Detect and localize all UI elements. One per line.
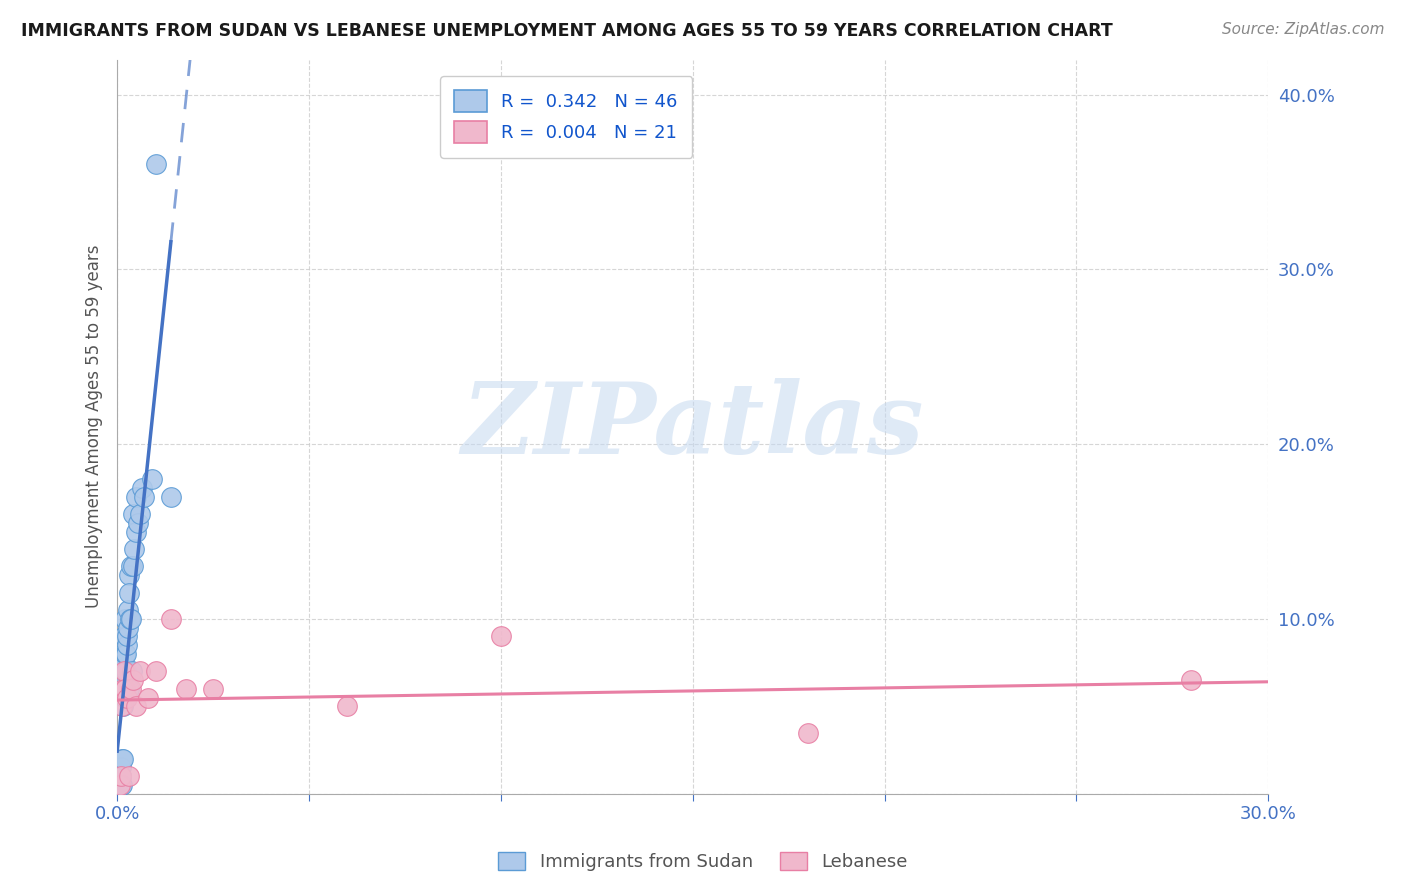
Point <box>120 612 142 626</box>
Point <box>112 629 135 643</box>
Point <box>120 559 142 574</box>
Point <box>110 778 132 792</box>
Point <box>117 621 139 635</box>
Point <box>114 681 136 696</box>
Point <box>141 472 163 486</box>
Point <box>125 524 148 539</box>
Point <box>145 157 167 171</box>
Text: Source: ZipAtlas.com: Source: ZipAtlas.com <box>1222 22 1385 37</box>
Point <box>145 665 167 679</box>
Point <box>118 585 141 599</box>
Point <box>115 665 138 679</box>
Point <box>111 681 134 696</box>
Point <box>131 481 153 495</box>
Point <box>136 690 159 705</box>
Point <box>110 769 132 783</box>
Point <box>114 690 136 705</box>
Point <box>111 699 134 714</box>
Legend: R =  0.342   N = 46, R =  0.004   N = 21: R = 0.342 N = 46, R = 0.004 N = 21 <box>440 76 692 158</box>
Point <box>174 681 197 696</box>
Point <box>336 699 359 714</box>
Point <box>110 778 132 792</box>
Point <box>110 778 132 792</box>
Text: IMMIGRANTS FROM SUDAN VS LEBANESE UNEMPLOYMENT AMONG AGES 55 TO 59 YEARS CORRELA: IMMIGRANTS FROM SUDAN VS LEBANESE UNEMPL… <box>21 22 1112 40</box>
Legend: Immigrants from Sudan, Lebanese: Immigrants from Sudan, Lebanese <box>491 845 915 879</box>
Point <box>112 699 135 714</box>
Point <box>132 490 155 504</box>
Point <box>112 665 135 679</box>
Point <box>129 507 152 521</box>
Point <box>125 699 148 714</box>
Point <box>124 541 146 556</box>
Point <box>121 673 143 687</box>
Point <box>111 681 134 696</box>
Point <box>114 656 136 670</box>
Point <box>1180 673 1202 687</box>
Point <box>110 769 132 783</box>
Point <box>111 752 134 766</box>
Point <box>111 778 134 792</box>
Point <box>797 725 820 739</box>
Point <box>160 490 183 504</box>
Point <box>120 612 142 626</box>
Point <box>110 769 132 783</box>
Point <box>112 665 135 679</box>
Point <box>110 778 132 792</box>
Point <box>122 559 145 574</box>
Point <box>118 769 141 783</box>
Point <box>110 760 132 774</box>
Text: ZIPatlas: ZIPatlas <box>461 378 924 475</box>
Y-axis label: Unemployment Among Ages 55 to 59 years: Unemployment Among Ages 55 to 59 years <box>86 245 103 608</box>
Point <box>489 629 512 643</box>
Point <box>121 507 143 521</box>
Point <box>114 673 136 687</box>
Point <box>115 647 138 661</box>
Point <box>115 638 138 652</box>
Point <box>129 665 152 679</box>
Point <box>115 629 138 643</box>
Point <box>118 568 141 582</box>
Point <box>112 681 135 696</box>
Point <box>127 516 149 530</box>
Point <box>160 612 183 626</box>
Point <box>114 612 136 626</box>
Point <box>111 752 134 766</box>
Point <box>117 603 139 617</box>
Point <box>121 665 143 679</box>
Point <box>120 681 142 696</box>
Point <box>115 690 138 705</box>
Point <box>110 769 132 783</box>
Point <box>114 647 136 661</box>
Point <box>111 647 134 661</box>
Point <box>124 490 146 504</box>
Point <box>118 681 141 696</box>
Point <box>202 681 225 696</box>
